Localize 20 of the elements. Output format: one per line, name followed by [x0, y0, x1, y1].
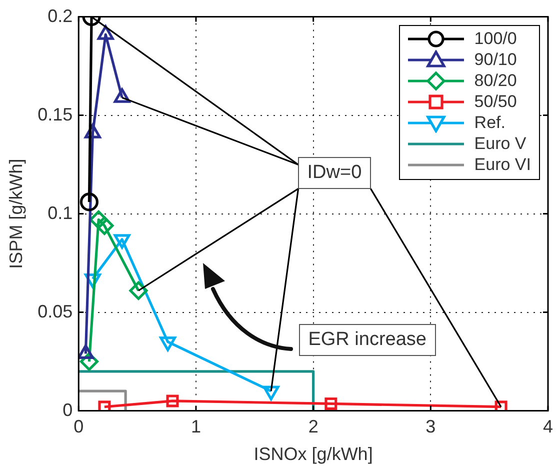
y-tick-label: 0.2 [48, 6, 73, 26]
y-tick-label: 0.1 [48, 202, 73, 223]
x-tick-label: 2 [308, 416, 318, 437]
legend-label: Euro V [474, 134, 526, 154]
x-tick-label: 1 [190, 416, 201, 437]
y-axis-title: ISPM [g/kWh] [6, 158, 26, 269]
legend-label: Euro VI [474, 155, 531, 176]
y-tick-label: 0.05 [38, 301, 73, 322]
annotation: EGR increase [299, 324, 436, 356]
legend-label: 50/50 [474, 92, 517, 112]
x-tick-label: 3 [426, 416, 436, 437]
y-tick-label: 0.15 [38, 104, 73, 124]
y-tick-label: 0 [62, 400, 73, 420]
annotation: IDw=0 [298, 156, 371, 189]
x-tick-label: 4 [542, 416, 553, 437]
legend-label: 90/10 [474, 50, 517, 70]
legend-label: 100/0 [474, 29, 517, 50]
legend-label: Ref. [474, 113, 506, 134]
x-axis-title: ISNOx [g/kWh] [254, 444, 373, 464]
legend-label: 80/20 [474, 71, 517, 92]
